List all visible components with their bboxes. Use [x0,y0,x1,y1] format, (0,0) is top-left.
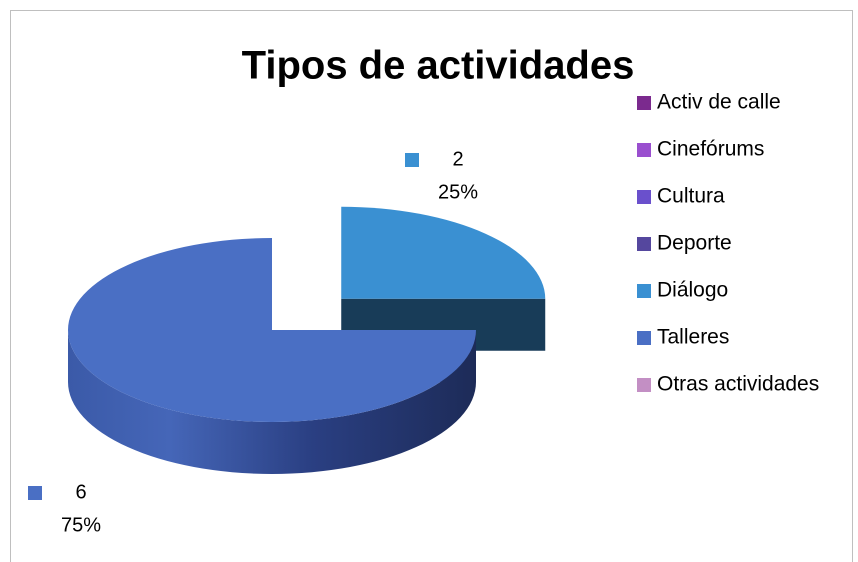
legend-label: Diálogo [657,279,728,302]
legend-label: Cinefórums [657,138,764,161]
chart-border [10,10,853,562]
legend-swatch [637,237,651,251]
legend: Activ de calle Cinefórums Cultura Deporte Di… [637,91,819,396]
legend-swatch [637,331,651,345]
legend-label: Talleres [657,326,729,349]
legend-label: Deporte [657,232,732,255]
legend-swatch [637,143,651,157]
legend-swatch [637,190,651,204]
legend-label: Cultura [657,185,725,208]
data-label-percent: 25% [438,181,478,203]
label-key [405,153,419,167]
data-label-percent: 75% [61,514,101,536]
legend-swatch [637,284,651,298]
data-label-value: 6 [75,481,86,503]
chart-title: Tipos de actividades [242,44,635,88]
pie-tops [68,206,546,422]
legend-label: Otras actividades [657,373,819,396]
label-key [28,486,42,500]
legend-label: Activ de calle [657,91,781,114]
pie-slice [341,206,546,299]
legend-swatch [637,96,651,110]
pie-side [68,330,476,474]
pie-slice [68,238,476,422]
legend-swatch [637,378,651,392]
data-labels: 2 25% 6 75% [28,148,478,536]
data-label-value: 2 [452,148,463,170]
